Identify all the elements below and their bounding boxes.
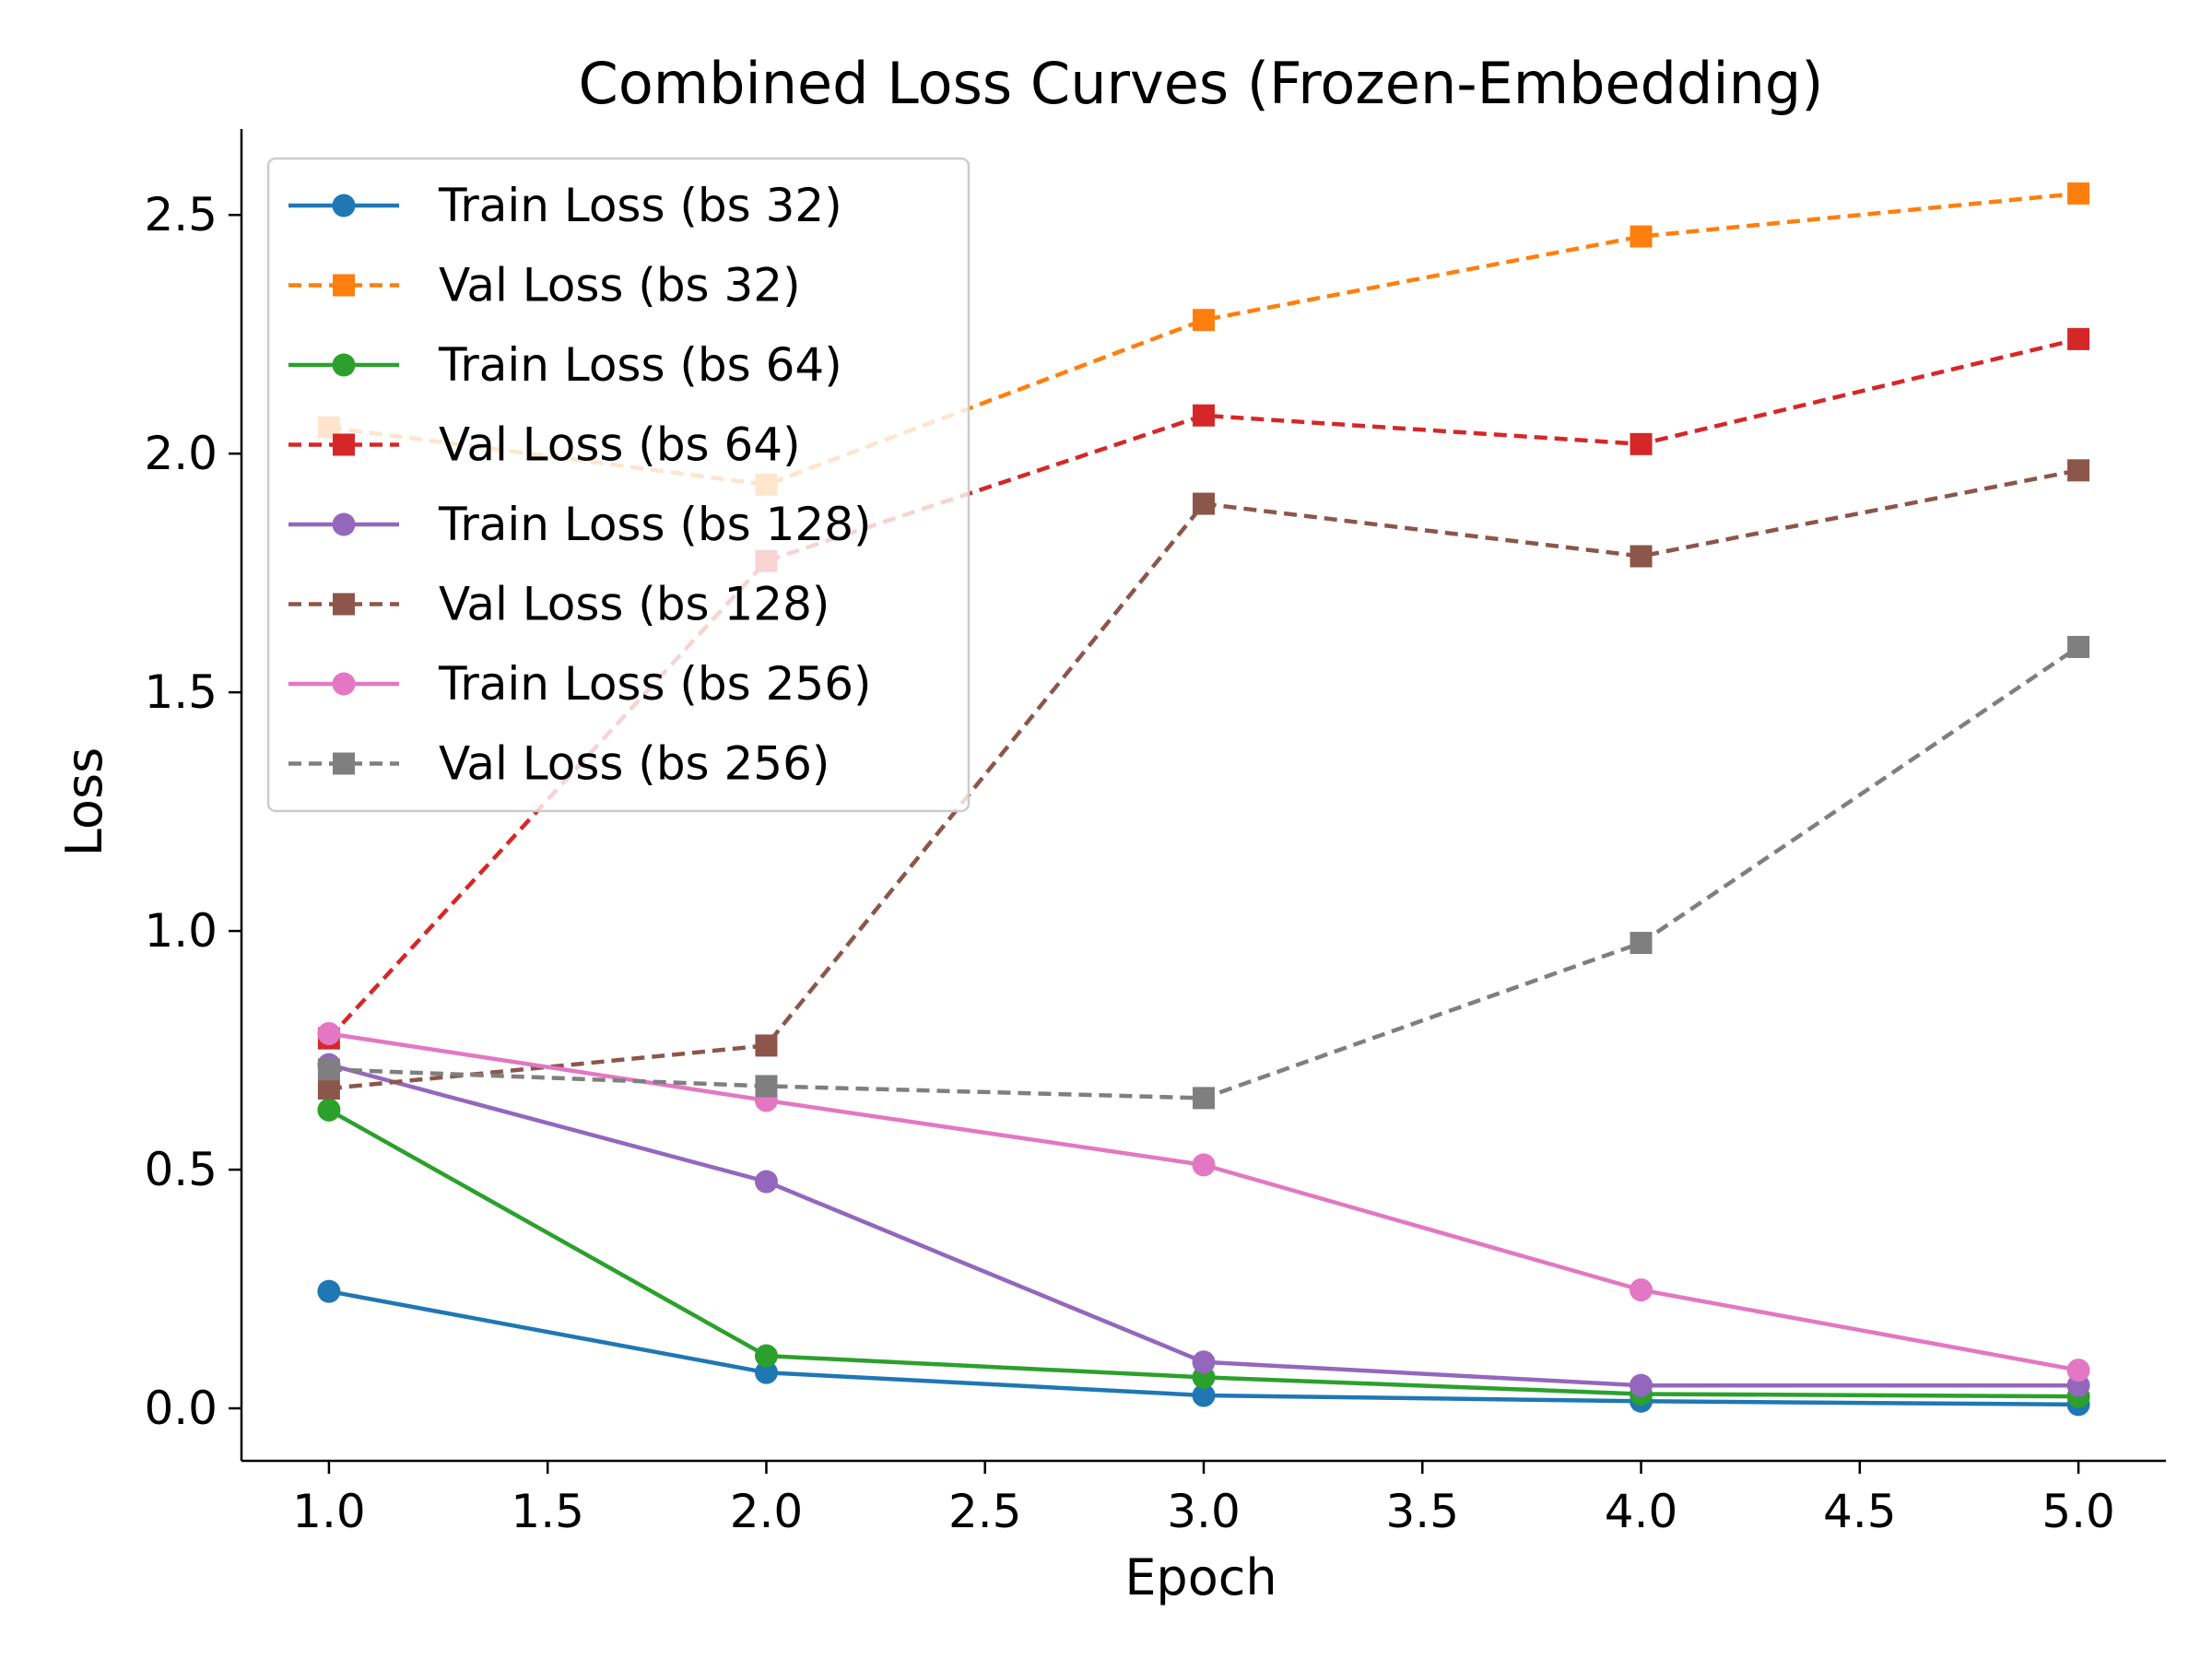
y-axis-label: Loss xyxy=(55,747,113,856)
legend-item: Val Loss (bs 64) xyxy=(288,418,801,472)
data-point xyxy=(2067,459,2090,482)
legend-marker xyxy=(333,593,355,616)
x-tick-label: 3.0 xyxy=(1167,1485,1241,1538)
x-axis: 1.0 1.5 2.0 2.5 3.0 3.5 4.0 4.5 5.0 xyxy=(241,1459,2166,1538)
data-point xyxy=(317,1098,341,1122)
x-tick-label: 5.0 xyxy=(2041,1485,2115,1538)
data-point xyxy=(1630,545,1653,568)
series-val-loss-bs-128 xyxy=(317,459,2090,1100)
legend-label: Train Loss (bs 128) xyxy=(438,498,872,551)
data-point xyxy=(1192,1153,1216,1177)
x-tick-label: 2.0 xyxy=(730,1485,804,1538)
legend-item: Train Loss (bs 64) xyxy=(288,338,842,392)
legend-marker xyxy=(332,512,356,536)
series-train-loss-bs-256 xyxy=(317,1021,2090,1382)
y-tick-label: 2.5 xyxy=(144,188,218,241)
legend-marker xyxy=(332,672,356,696)
data-point xyxy=(317,1077,340,1100)
legend-label: Train Loss (bs 64) xyxy=(438,338,842,392)
data-point xyxy=(755,1034,778,1057)
data-point xyxy=(1192,1383,1216,1407)
data-point xyxy=(1193,404,1215,427)
series-line xyxy=(328,1031,2079,1372)
legend-label: Val Loss (bs 32) xyxy=(439,259,801,312)
legend-marker xyxy=(333,752,355,775)
y-tick-label: 1.0 xyxy=(144,904,218,958)
data-point xyxy=(1630,225,1653,248)
x-tick-label: 1.5 xyxy=(511,1485,584,1538)
y-tick-label: 1.5 xyxy=(144,665,218,719)
data-point xyxy=(2067,327,2090,350)
legend-label: Val Loss (bs 256) xyxy=(439,737,830,791)
legend-item: Val Loss (bs 32) xyxy=(288,259,801,312)
y-tick-label: 2.0 xyxy=(144,427,218,480)
x-tick-label: 4.0 xyxy=(1605,1485,1678,1538)
data-point xyxy=(2066,1359,2090,1382)
legend-label: Train Loss (bs 32) xyxy=(438,179,842,232)
data-point xyxy=(754,1344,778,1368)
y-tick-label: 0.0 xyxy=(144,1382,218,1435)
data-point xyxy=(1192,1350,1216,1374)
data-point xyxy=(317,1021,341,1045)
data-point xyxy=(755,1075,778,1098)
legend-label: Val Loss (bs 128) xyxy=(439,578,830,631)
y-tick-label: 0.5 xyxy=(144,1143,218,1196)
data-point xyxy=(1193,309,1215,332)
x-tick-label: 1.0 xyxy=(292,1485,366,1538)
data-point xyxy=(317,1279,341,1303)
legend-item: Train Loss (bs 256) xyxy=(288,657,872,711)
legend-marker xyxy=(332,194,356,218)
legend-marker xyxy=(332,353,356,377)
data-point xyxy=(1193,492,1215,515)
data-point xyxy=(754,1170,778,1194)
legend-item: Val Loss (bs 128) xyxy=(288,578,830,631)
data-point xyxy=(2067,182,2090,205)
x-tick-label: 3.5 xyxy=(1386,1485,1460,1538)
x-tick-label: 2.5 xyxy=(948,1485,1022,1538)
chart-title: Combined Loss Curves (Frozen-Embedding) xyxy=(579,50,1824,117)
data-point xyxy=(1630,432,1653,455)
legend: Train Loss (bs 32) Val Loss (bs 32) Train … xyxy=(266,157,971,813)
data-point xyxy=(1630,1278,1653,1302)
legend-marker xyxy=(333,433,355,456)
legend-marker xyxy=(333,274,355,297)
y-axis: 0.0 0.5 1.0 1.5 2.0 2.5 xyxy=(144,129,243,1461)
legend-item: Val Loss (bs 256) xyxy=(288,737,830,791)
x-tick-label: 4.5 xyxy=(1823,1485,1897,1538)
series-line xyxy=(328,1062,2079,1388)
legend-item: Train Loss (bs 32) xyxy=(288,179,842,232)
series-val-loss-bs-256 xyxy=(317,635,2090,1110)
legend-item: Train Loss (bs 128) xyxy=(288,498,872,551)
data-point xyxy=(2067,635,2090,658)
data-point xyxy=(754,1360,778,1384)
legend-label: Train Loss (bs 256) xyxy=(438,657,872,711)
data-point xyxy=(317,1058,340,1081)
x-axis-label: Epoch xyxy=(1124,1548,1277,1606)
data-point xyxy=(1630,1373,1653,1397)
legend-box xyxy=(266,157,971,813)
legend-label: Val Loss (bs 64) xyxy=(439,418,801,472)
data-point xyxy=(1193,1087,1215,1110)
data-point xyxy=(1630,932,1653,955)
